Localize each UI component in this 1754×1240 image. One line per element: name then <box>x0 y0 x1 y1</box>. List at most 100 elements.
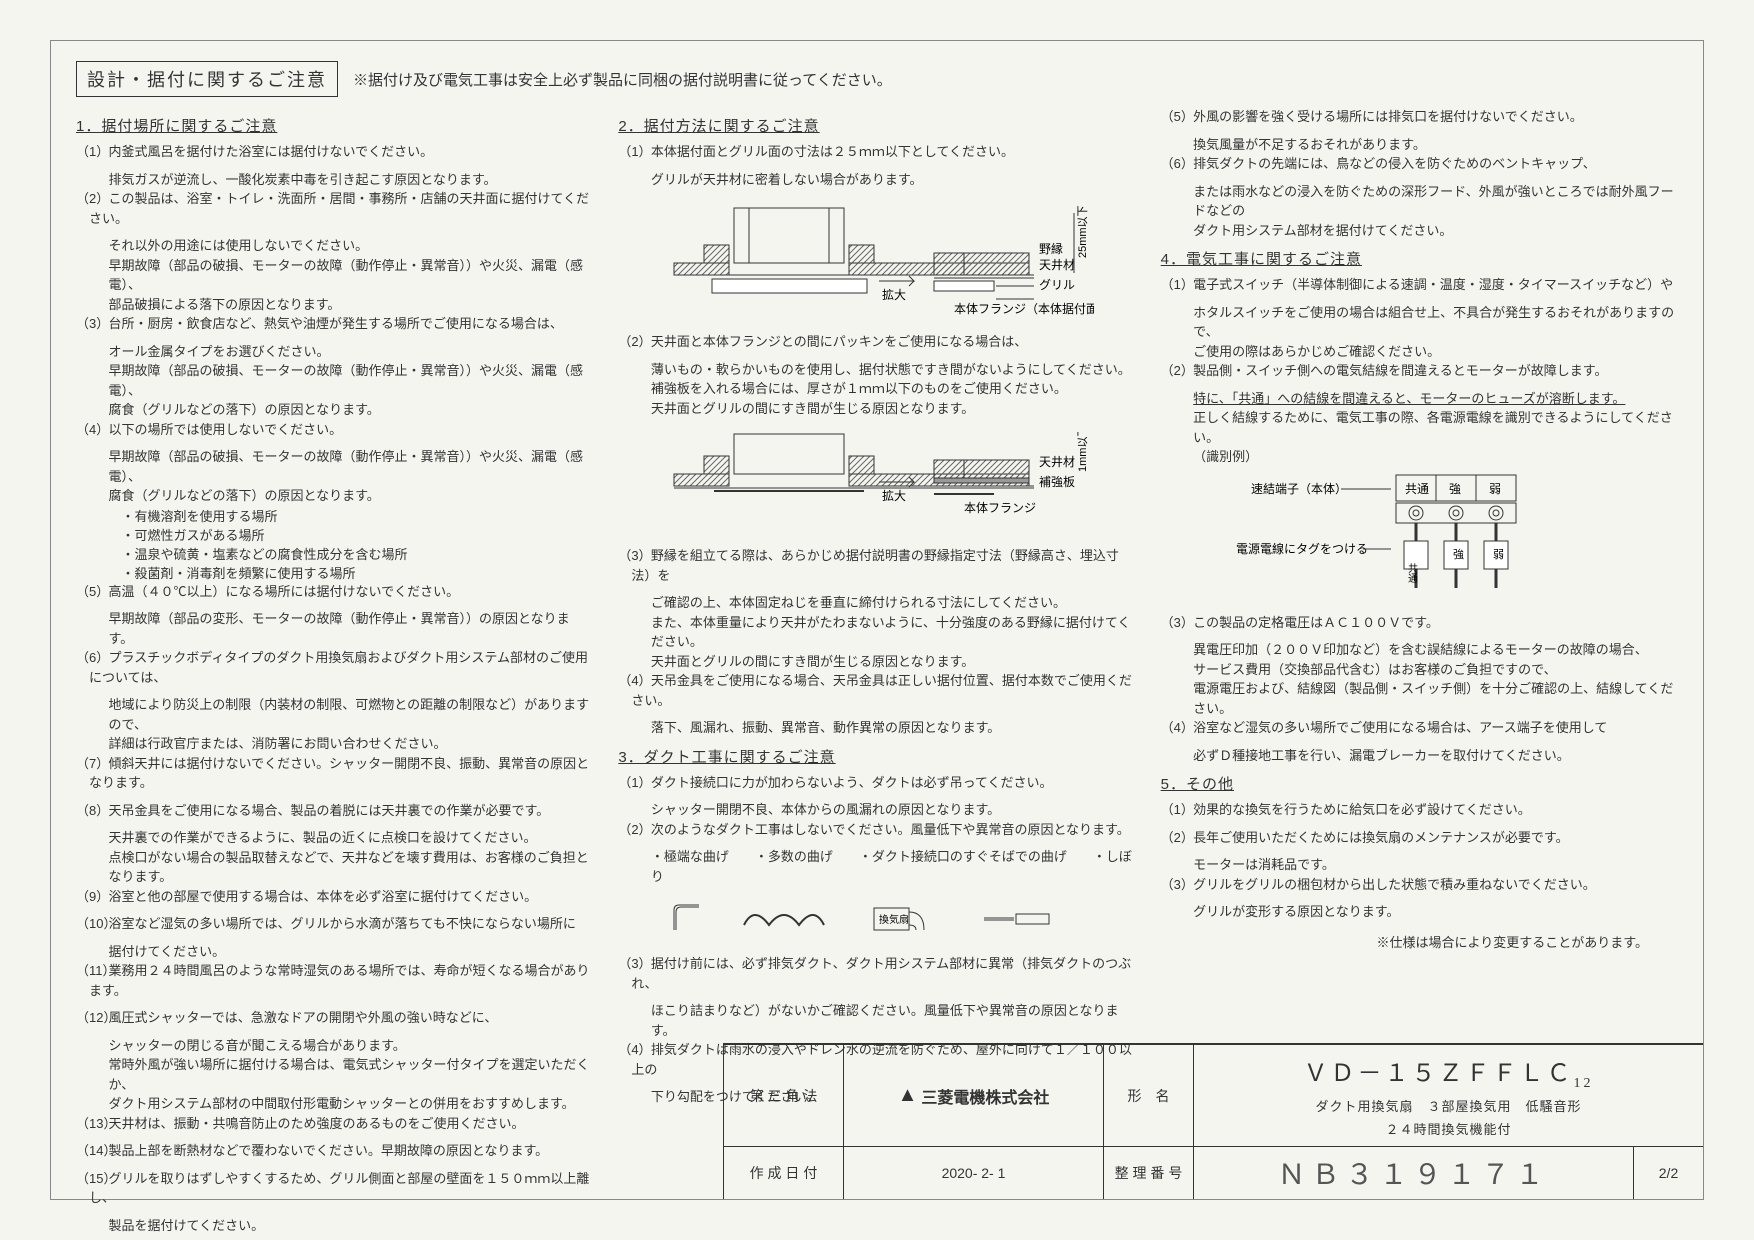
list-item: （14）製品上部を断熱材などで覆わないでください。早期故障の原因となります。 <box>76 1141 593 1161</box>
list-item: （7）傾斜天井には据付けないでください。シャッター開閉不良、振動、異常音の原因と… <box>76 754 593 793</box>
list-item: （4）浴室など湿気の多い場所でご使用になる場合は、アース端子を使用して <box>1161 718 1678 738</box>
list-item: （1）電子式スイッチ（半導体制御による速調・温度・湿度・タイマースイッチなど）や <box>1161 275 1678 295</box>
list-item-sub: 点検口がない場合の製品取替えなどで、天井などを壊す費用は、お客様のご負担となりま… <box>76 848 593 887</box>
list-item: （5）高温（４０℃以上）になる場所には据付けないでください。 <box>76 582 593 602</box>
tb-company: ▲三菱電機株式会社 <box>843 1045 1103 1146</box>
list-item-sub: 詳細は行政官庁または、消防署にお問い合わせください。 <box>76 734 593 754</box>
list-item: （3）据付け前には、必ず排気ダクト、ダクト用システム部材に異常（排気ダクトのつぶ… <box>618 954 1135 993</box>
list-item: （4）天吊金具をご使用になる場合、天吊金具は正しい据付位置、据付本数でご使用くだ… <box>618 671 1135 710</box>
svg-text:速結端子（本体）: 速結端子（本体） <box>1251 482 1347 496</box>
svg-text:弱: 弱 <box>1489 482 1501 496</box>
list-item-sub: 異電圧印加（２００Ｖ印加など）を含む誤結線によるモーターの故障の場合、 <box>1161 640 1678 660</box>
duct-icons: 換気扇 <box>648 894 1135 946</box>
list-item: （1）効果的な換気を行うために給気口を必ず設けてください。 <box>1161 800 1678 820</box>
list-item-sub: 特に、「共通」への結線を間違えると、モーターのヒューズが溶断します。 <box>1161 389 1678 409</box>
diagram-1: 拡大 野縁 天井材 グリル 本体フランジ（本体据付面） 25mm以下 <box>648 197 1135 324</box>
dia1-dim: 25mm以下 <box>1077 205 1089 258</box>
list-item: （12）風圧式シャッターでは、急激なドアの開閉や外風の強い時などに、 <box>76 1008 593 1028</box>
list-item-sub: 早期故障（部品の破損、モーターの故障（動作停止・異常音））や火災、漏電（感電）、 <box>76 447 593 486</box>
list-item-sub: 製品を据付けてください。 <box>76 1216 593 1236</box>
tb-projection: 第 三 角 法 <box>723 1045 843 1146</box>
list-item: （2）次のようなダクト工事はしないでください。風量低下や異常音の原因となります。 <box>618 820 1135 840</box>
list-item-bullet: ・温泉や硫黄・塩素などの腐食性成分を含む場所 <box>76 544 593 563</box>
list-item-sub: または雨水などの浸入を防ぐための深形フード、外風が強いところでは耐外風フードなど… <box>1161 182 1678 221</box>
list-item-sub: 早期故障（部品の破損、モーターの故障（動作停止・異常音））や火災、漏電（感電）、 <box>76 256 593 295</box>
list-item-sub: 地域により防災上の制限（内装材の制限、可燃物との距離の制限など）がありますので、 <box>76 695 593 734</box>
footer-note: ※仕様は場合により変更することがあります。 <box>1161 932 1648 951</box>
tb-docnum-label: 整 理 番 号 <box>1103 1147 1193 1199</box>
mitsubishi-logo-icon: ▲ <box>898 1084 918 1107</box>
list-item: （2）天井面と本体フランジとの間にパッキンをご使用になる場合は、 <box>618 332 1135 352</box>
packing-diagram-svg: 拡大 天井材 補強板 本体フランジ 1mm以下 <box>654 432 1094 532</box>
list-item-sub: 排気ガスが逆流し、一酸化炭素中毒を引き起こす原因となります。 <box>76 170 593 190</box>
list-item-sub: グリルが変形する原因となります。 <box>1161 902 1678 922</box>
dia2-ceiling: 天井材 <box>1039 455 1075 469</box>
list-item-sub: ダクト用システム部材の中間取付形電動シャッターとの併用をおすすめします。 <box>76 1094 593 1114</box>
list-item-sub: ホタルスイッチをご使用の場合は組合せ上、不具合が発生するおそれがありますので、 <box>1161 303 1678 342</box>
flange-diagram-svg: 拡大 野縁 天井材 グリル 本体フランジ（本体据付面） 25mm以下 <box>654 203 1094 318</box>
list-item-sub: 据付けてください。 <box>76 942 593 962</box>
list-item: （2）この製品は、浴室・トイレ・洗面所・居間・事務所・店舗の天井面に据付けてくだ… <box>76 189 593 228</box>
list-item-sub: 部品破損による落下の原因となります。 <box>76 295 593 315</box>
list-item-sub: サービス費用（交換部品代含む）はお客様のご負担ですので、 <box>1161 660 1678 680</box>
section-3-title: 3．ダクト工事に関するご注意 <box>618 746 1135 767</box>
svg-text:電源電線にタグをつける: 電源電線にタグをつける <box>1236 541 1368 556</box>
list-item-sub: シャッター開閉不良、本体からの風漏れの原因となります。 <box>618 800 1135 820</box>
list-item-sub: シャッターの閉じる音が聞こえる場合があります。 <box>76 1036 593 1056</box>
list-item: （15）グリルを取りはずしやすくするため、グリル側面と部屋の壁面を１５０ｍｍ以上… <box>76 1169 593 1208</box>
tb-date: 2020- 2- 1 <box>843 1147 1103 1199</box>
diagram-2: 拡大 天井材 補強板 本体フランジ 1mm以下 <box>648 426 1135 538</box>
header: 設計・据付に関するご注意 ※据付け及び電気工事は安全上必ず製品に同梱の据付説明書… <box>76 61 1678 97</box>
list-item-sub: ダクト用システム部材を据付けてください。 <box>1161 221 1678 241</box>
svg-text:弱: 弱 <box>1493 548 1504 561</box>
list-item-sub: ご使用の際はあらかじめご確認ください。 <box>1161 342 1678 362</box>
tb-page: 2/2 <box>1633 1147 1703 1199</box>
list-item: （10）浴室など湿気の多い場所では、グリルから水滴が落ちても不快にならない場所に <box>76 914 593 934</box>
dia1-ceiling: 天井材 <box>1039 258 1075 272</box>
list-item: （4）以下の場所では使用しないでください。 <box>76 420 593 440</box>
list-item: （1）ダクト接続口に力が加わらないよう、ダクトは必ず吊ってください。 <box>618 773 1135 793</box>
list-item-sub: 常時外風が強い場所に据付ける場合は、電気式シャッター付タイプを選定いただくか、 <box>76 1055 593 1094</box>
list-item-bullet: ・可燃性ガスがある場所 <box>76 525 593 544</box>
svg-text:共通: 共通 <box>1405 562 1417 582</box>
list-item: （6）排気ダクトの先端には、鳥などの侵入を防ぐためのベントキャップ、 <box>1161 154 1678 174</box>
title-block: 第 三 角 法 ▲三菱電機株式会社 形 名 ＶＤ－１５ＺＦＦＬＣ12 ダクト用換… <box>723 1043 1703 1199</box>
list-item-sub: 正しく結線するために、電気工事の際、各電源電線を識別できるようにしてください。 <box>1161 408 1678 447</box>
section-1-title: 1．据付場所に関するご注意 <box>76 115 593 136</box>
section-5-title: 5．その他 <box>1161 773 1678 794</box>
dia2-enlarge: 拡大 <box>882 489 906 503</box>
list-item-sub: ご確認の上、本体固定ねじを垂直に締付けられる寸法にしてください。 <box>618 593 1135 613</box>
title-box: 設計・据付に関するご注意 <box>76 61 338 97</box>
dia1-grill: グリル <box>1039 278 1075 292</box>
list-item-sub: 早期故障（部品の破損、モーターの故障（動作停止・異常音））や火災、漏電（感電）、 <box>76 361 593 400</box>
column-1: 1．据付場所に関するご注意 （1）内釜式風呂を据付けた浴室には据付けないでくださ… <box>76 107 593 1235</box>
list-item-sub: ・極端な曲げ ・多数の曲げ ・ダクト接続口のすぐそばでの曲げ ・しぼり <box>618 847 1135 886</box>
list-item: （11）業務用２４時間風呂のような常時湿気のある場所では、寿命が短くなる場合があ… <box>76 961 593 1000</box>
svg-text:換気扇: 換気扇 <box>879 913 909 926</box>
dia2-rein: 補強板 <box>1039 475 1075 489</box>
list-item: （6）プラスチックボディタイプのダクト用換気扇およびダクト用システム部材のご使用… <box>76 648 593 687</box>
list-item: （13）天井材は、振動・共鳴音防止のため強度のあるものをご使用ください。 <box>76 1114 593 1134</box>
tb-docnum: ＮＢ３１９１７１ <box>1193 1147 1633 1199</box>
list-item: （3）グリルをグリルの梱包材から出した状態で積み重ねないでください。 <box>1161 875 1678 895</box>
list-item-sub: それ以外の用途には使用しないでください。 <box>76 236 593 256</box>
svg-text:強: 強 <box>1449 482 1461 496</box>
list-item-sub: 腐食（グリルなどの落下）の原因となります。 <box>76 486 593 506</box>
list-item-sub: 薄いもの・軟らかいものを使用し、据付状態ですき間がないようにしてください。 <box>618 360 1135 380</box>
list-item: （3）この製品の定格電圧はＡＣ１００Ｖです。 <box>1161 613 1678 633</box>
dia2-dim: 1mm以下 <box>1077 432 1089 472</box>
list-item: （3）台所・厨房・飲食店など、熱気や油煙が発生する場所でご使用になる場合は、 <box>76 314 593 334</box>
list-item-sub: 換気風量が不足するおそれがあります。 <box>1161 135 1678 155</box>
list-item-sub: 早期故障（部品の変形、モーターの故障（動作停止・異常音））の原因となります。 <box>76 609 593 648</box>
list-item: （8）天吊金具をご使用になる場合、製品の着脱には天井裏での作業が必要です。 <box>76 801 593 821</box>
tb-model: ＶＤ－１５ＺＦＦＬＣ12 ダクト用換気扇 ３部屋換気用 低騒音形 ２４時間換気機… <box>1193 1045 1703 1146</box>
list-item: （3）野縁を組立てる際は、あらかじめ据付説明書の野縁指定寸法（野縁高さ、埋込寸法… <box>618 546 1135 585</box>
dia2-flange: 本体フランジ <box>964 501 1036 515</box>
list-item-sub: 腐食（グリルなどの落下）の原因となります。 <box>76 400 593 420</box>
list-item-sub: ほこり詰まりなど）がないかご確認ください。風量低下や異常音の原因となります。 <box>618 1001 1135 1040</box>
list-item-sub: 必ずＤ種接地工事を行い、漏電ブレーカーを取付けてください。 <box>1161 746 1678 766</box>
list-item-bullet: ・殺菌剤・消毒剤を頻繁に使用する場所 <box>76 563 593 582</box>
list-item: （9）浴室と他の部屋で使用する場合は、本体を必ず浴室に据付けてください。 <box>76 887 593 907</box>
svg-text:共通: 共通 <box>1405 482 1429 496</box>
list-item-sub: 落下、風漏れ、振動、異常音、動作異常の原因となります。 <box>618 718 1135 738</box>
